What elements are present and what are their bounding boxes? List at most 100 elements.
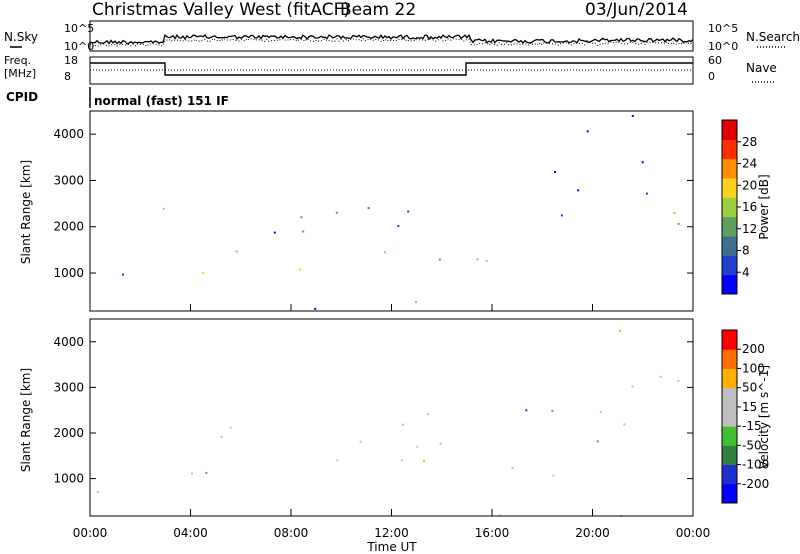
colorbar-segment (722, 158, 737, 179)
power-y-axis: 1000 2000 3000 4000 (53, 127, 693, 280)
colorbar-tick-label: -100 (742, 458, 769, 472)
heatmap-cell (400, 459, 403, 462)
heatmap-cell (314, 307, 317, 310)
heatmap-cell (220, 435, 223, 438)
heatmap-cell (631, 114, 634, 117)
colorbar-segment (722, 178, 737, 198)
heatmap-cell (645, 192, 648, 195)
frequency-panel (89, 56, 694, 85)
cpid-text: normal (fast) 151 IF (94, 94, 229, 108)
colorbar-tick-label: 20 (742, 178, 757, 192)
nsearch-label: N.Search (746, 30, 800, 44)
colorbar-tick-label: 8 (742, 244, 750, 258)
heatmap-cell (416, 445, 419, 448)
heatmap-cell (631, 385, 634, 388)
colorbar-segment (722, 139, 737, 160)
heatmap-cell (191, 472, 193, 475)
colorbar-tick-label: -15 (742, 419, 762, 433)
heatmap-cell (551, 409, 554, 412)
heatmap-cell (415, 301, 417, 304)
colorbar-tick-label: 200 (742, 342, 765, 356)
noise-trace (89, 33, 694, 45)
heatmap-cell (438, 258, 441, 261)
noise-search-trace (89, 37, 694, 48)
colorbar-tick-label: 50 (742, 381, 757, 395)
heatmap-cell (367, 207, 370, 210)
colorbar-segment (722, 406, 737, 427)
nsky-label: N.Sky (4, 30, 38, 44)
colorbar-tick-label: 24 (742, 157, 757, 171)
heatmap-cell (229, 426, 232, 429)
y-tick-label: 1000 (53, 472, 84, 486)
nave-tick-bottom: 0 (708, 70, 715, 83)
time-tick-label: 16:00 (475, 526, 510, 540)
heatmap-cell (673, 212, 676, 214)
power-ylabel: Slant Range [km] (19, 160, 33, 264)
colorbar-segment (722, 197, 737, 218)
colorbar-tick-label: -200 (742, 477, 769, 491)
colorbar-segment (722, 387, 737, 408)
time-axis: 00:00 04:00 08:00 12:00 16:00 20:00 00:00 (73, 304, 711, 540)
heatmap-cell (659, 375, 662, 378)
colorbar-segment (722, 445, 737, 466)
heatmap-cell (273, 231, 276, 234)
power-panel-frame (89, 110, 694, 312)
heatmap-cell (96, 491, 99, 493)
y-tick-label: 4000 (53, 127, 84, 141)
heatmap-cell (577, 189, 580, 192)
noise-panel (89, 20, 694, 52)
time-tick-label: 00:00 (73, 526, 108, 540)
velocity-colorbar-label: Velocity [m s^-1] (757, 365, 771, 469)
noise-tick-bottom: 10^0 (64, 40, 94, 53)
power-colorbar: 28 24 20 16 12 8 4 (722, 120, 757, 295)
heatmap-cell (302, 230, 305, 233)
time-tick-label: 08:00 (274, 526, 309, 540)
colorbar-segment (722, 236, 737, 256)
power-heatmap-cells (122, 114, 680, 310)
heatmap-cell (623, 423, 626, 426)
velocity-colorbar-frame (721, 329, 738, 504)
time-axis-label: Time UT (366, 540, 417, 554)
heatmap-cell (618, 329, 621, 332)
heatmap-cell (641, 161, 644, 164)
heatmap-cell (427, 413, 429, 416)
heatmap-cell (336, 459, 339, 462)
heatmap-cell (677, 222, 680, 225)
freq-unit-label: [MHz] (4, 67, 36, 80)
heatmap-cell (299, 268, 302, 271)
date-label: 03/Jun/2014 (585, 0, 688, 20)
colorbar-segment (722, 274, 737, 295)
velocity-heatmap-cells (96, 329, 680, 517)
heatmap-cell (205, 471, 208, 474)
heatmap-cell (677, 379, 680, 382)
colorbar-tick-label: -50 (742, 438, 762, 452)
heatmap-cell (560, 214, 563, 217)
heatmap-cell (300, 216, 303, 219)
heatmap-cell (384, 251, 386, 254)
heatmap-cell (599, 411, 602, 414)
heatmap-cell (423, 459, 425, 462)
power-colorbar-label: Power [dB] (757, 174, 771, 239)
heatmap-cell (407, 210, 410, 213)
heatmap-cell (439, 442, 442, 445)
freq-label: Freq. (4, 54, 31, 67)
y-tick-label: 3000 (53, 173, 84, 187)
colorbar-segment (722, 330, 737, 350)
power-colorbar-frame (721, 119, 738, 295)
heatmap-cell (359, 440, 362, 443)
time-tick-label: 00:00 (676, 526, 711, 540)
y-tick-label: 2000 (53, 220, 84, 234)
y-tick-label: 2000 (53, 426, 84, 440)
heatmap-cell (401, 423, 404, 426)
time-tick-label: 12:00 (374, 526, 409, 540)
colorbar-tick-label: 12 (742, 222, 757, 236)
noise-tick-bottom-right: 10^0 (708, 40, 738, 53)
nave-tick-top: 60 (708, 54, 722, 67)
colorbar-segment (722, 483, 737, 504)
y-tick-label: 3000 (53, 380, 84, 394)
freq-tick-top: 18 (64, 54, 78, 67)
time-tick-label: 04:00 (173, 526, 208, 540)
heatmap-cell (525, 409, 528, 412)
heatmap-cell (552, 474, 555, 477)
velocity-colorbar: 200 100 50 15 -15 -50 -100 -200 (722, 330, 769, 504)
